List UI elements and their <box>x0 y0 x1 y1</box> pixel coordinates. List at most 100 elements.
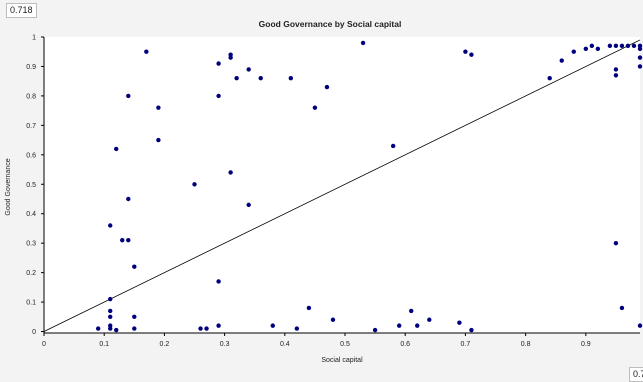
axes: 0 0.1 0.2 0.3 0.4 0.5 0.6 0.7 0.8 0.9 0 0.1 0.2 0.3 0.… <box>26 35 640 348</box>
data-point <box>228 170 233 175</box>
chart-title: Good Governance by Social capital <box>259 19 402 29</box>
data-point <box>469 52 474 57</box>
data-point <box>126 238 131 243</box>
data-point <box>108 314 113 320</box>
data-point <box>108 223 113 228</box>
data-point <box>192 182 197 187</box>
y-tick-label: 0.8 <box>26 93 36 100</box>
data-point <box>625 43 631 49</box>
data-point <box>258 76 263 81</box>
data-point <box>270 323 275 328</box>
data-point <box>126 93 131 99</box>
data-point <box>457 320 462 325</box>
data-point <box>144 49 149 54</box>
data-point <box>547 76 552 81</box>
data-point <box>619 305 625 311</box>
data-point <box>216 279 221 284</box>
data-point <box>390 143 396 149</box>
data-point <box>637 323 643 328</box>
plot-area <box>44 37 640 333</box>
data-point <box>132 264 137 269</box>
data-point <box>324 84 330 90</box>
data-point <box>415 323 420 328</box>
data-point <box>228 52 233 57</box>
y-tick-label: 0.3 <box>26 241 36 248</box>
data-point <box>216 323 221 328</box>
data-point <box>108 296 113 302</box>
data-point <box>132 326 137 331</box>
y-tick-label: 0.5 <box>26 182 36 189</box>
data-point <box>132 314 137 320</box>
data-point <box>234 76 239 81</box>
x-tick-label: 0.1 <box>99 341 109 348</box>
bottom-value-readout: 0.76 <box>629 367 643 382</box>
data-point <box>306 305 312 311</box>
data-point <box>637 64 643 69</box>
data-point <box>330 317 336 322</box>
data-point <box>613 43 619 49</box>
top-value-readout: 0.718 <box>6 3 37 18</box>
data-point <box>613 73 619 78</box>
data-point <box>463 49 468 54</box>
data-point <box>114 327 119 333</box>
x-axis-label: Social capital <box>321 357 363 364</box>
y-tick-label: 0.4 <box>26 211 36 218</box>
data-point <box>583 46 589 51</box>
x-tick-label: 0.9 <box>581 341 591 348</box>
data-point <box>631 43 637 49</box>
data-point <box>409 308 414 314</box>
data-point <box>246 202 251 208</box>
data-point <box>95 326 101 331</box>
data-point <box>589 43 595 49</box>
data-point <box>637 46 643 51</box>
data-point <box>360 40 366 46</box>
fit-line <box>43 39 641 332</box>
data-point <box>396 323 402 328</box>
y-tick-label: 0.6 <box>26 152 36 159</box>
x-tick-label: 0.6 <box>400 341 410 348</box>
data-point <box>246 67 251 72</box>
y-tick-label: 0.7 <box>26 123 36 130</box>
data-point <box>619 43 625 49</box>
data-point <box>469 327 474 333</box>
data-point <box>288 76 294 81</box>
data-point <box>607 43 613 49</box>
data-point <box>114 146 119 152</box>
data-point <box>156 105 161 110</box>
x-tick-label: 0.2 <box>160 341 170 348</box>
y-tick-label: 1 <box>32 35 36 42</box>
x-tick-label: 0.3 <box>220 341 230 348</box>
x-tick-label: 0.5 <box>340 341 350 348</box>
y-tick-label: 0.2 <box>26 270 36 277</box>
data-point <box>120 238 125 243</box>
data-point <box>613 240 619 246</box>
y-tick-label: 0.1 <box>26 300 36 307</box>
data-point <box>372 327 378 333</box>
data-point <box>637 55 643 60</box>
data-point <box>294 326 300 331</box>
data-point <box>427 317 432 322</box>
x-tick-label: 0.4 <box>280 341 290 348</box>
x-tick-label: 0.8 <box>521 341 531 348</box>
data-point <box>108 308 113 314</box>
data-point <box>204 326 209 331</box>
data-point <box>198 326 203 331</box>
data-point <box>613 67 619 72</box>
fit-line-layer <box>43 39 641 332</box>
y-tick-label: 0.9 <box>26 64 36 71</box>
x-tick-label: 0.7 <box>461 341 471 348</box>
data-point <box>595 46 601 51</box>
data-points <box>95 40 643 333</box>
data-point <box>216 61 221 66</box>
data-point <box>312 105 318 110</box>
data-point <box>559 58 564 63</box>
x-tick-label: 0 <box>42 341 46 348</box>
data-point <box>126 196 131 202</box>
data-point <box>108 323 113 328</box>
data-point <box>216 93 221 99</box>
data-point <box>571 49 576 54</box>
y-tick-label: 0 <box>32 329 36 336</box>
y-axis-label: Good Governance <box>5 158 12 215</box>
data-point <box>156 137 161 143</box>
